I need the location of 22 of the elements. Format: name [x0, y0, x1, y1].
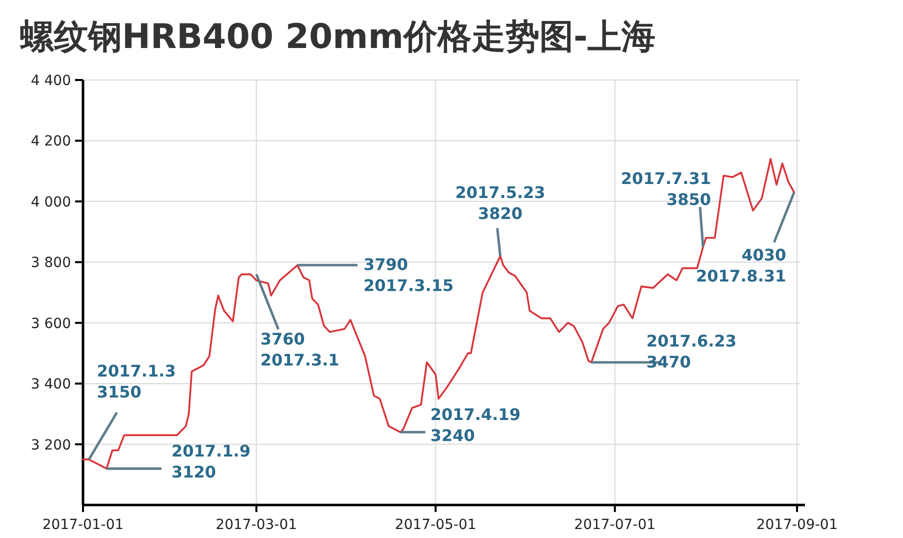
annotation: 3790 2017.3.15	[364, 255, 454, 296]
annotation: 2017.7.31 3850	[620, 168, 712, 209]
x-tick-label: 2017-01-01	[42, 517, 124, 533]
annotation: 2017.6.23 3470	[646, 331, 736, 372]
y-tick-label: 3 400	[30, 376, 71, 393]
chart-title: 螺纹钢HRB400 20mm价格走势图-上海	[19, 17, 656, 57]
annotation: 2017.4.19 3240	[430, 405, 520, 446]
y-tick-label: 4 000	[30, 194, 71, 210]
annotation: 4030 2017.8.31	[696, 245, 786, 286]
y-tick-label: 4 200	[30, 134, 71, 150]
y-tick-label: 3 800	[30, 255, 71, 272]
y-tick-label: 3 600	[30, 316, 71, 332]
y-tick-label: 4 400	[30, 73, 71, 89]
x-tick-label: 2017-05-01	[394, 517, 476, 533]
x-tick-label: 2017-03-01	[216, 517, 298, 533]
annotation: 3760 2017.3.1	[260, 329, 340, 370]
x-tick-label: 2017-07-01	[574, 517, 656, 533]
annotation: 2017.1.3 3150	[96, 361, 176, 402]
annotation: 2017.1.9 3120	[172, 442, 250, 482]
y-tick-label: 3 200	[30, 437, 71, 454]
annotation: 2017.5.23 3820	[455, 183, 546, 224]
x-tick-label: 2017-09-01	[756, 517, 838, 533]
